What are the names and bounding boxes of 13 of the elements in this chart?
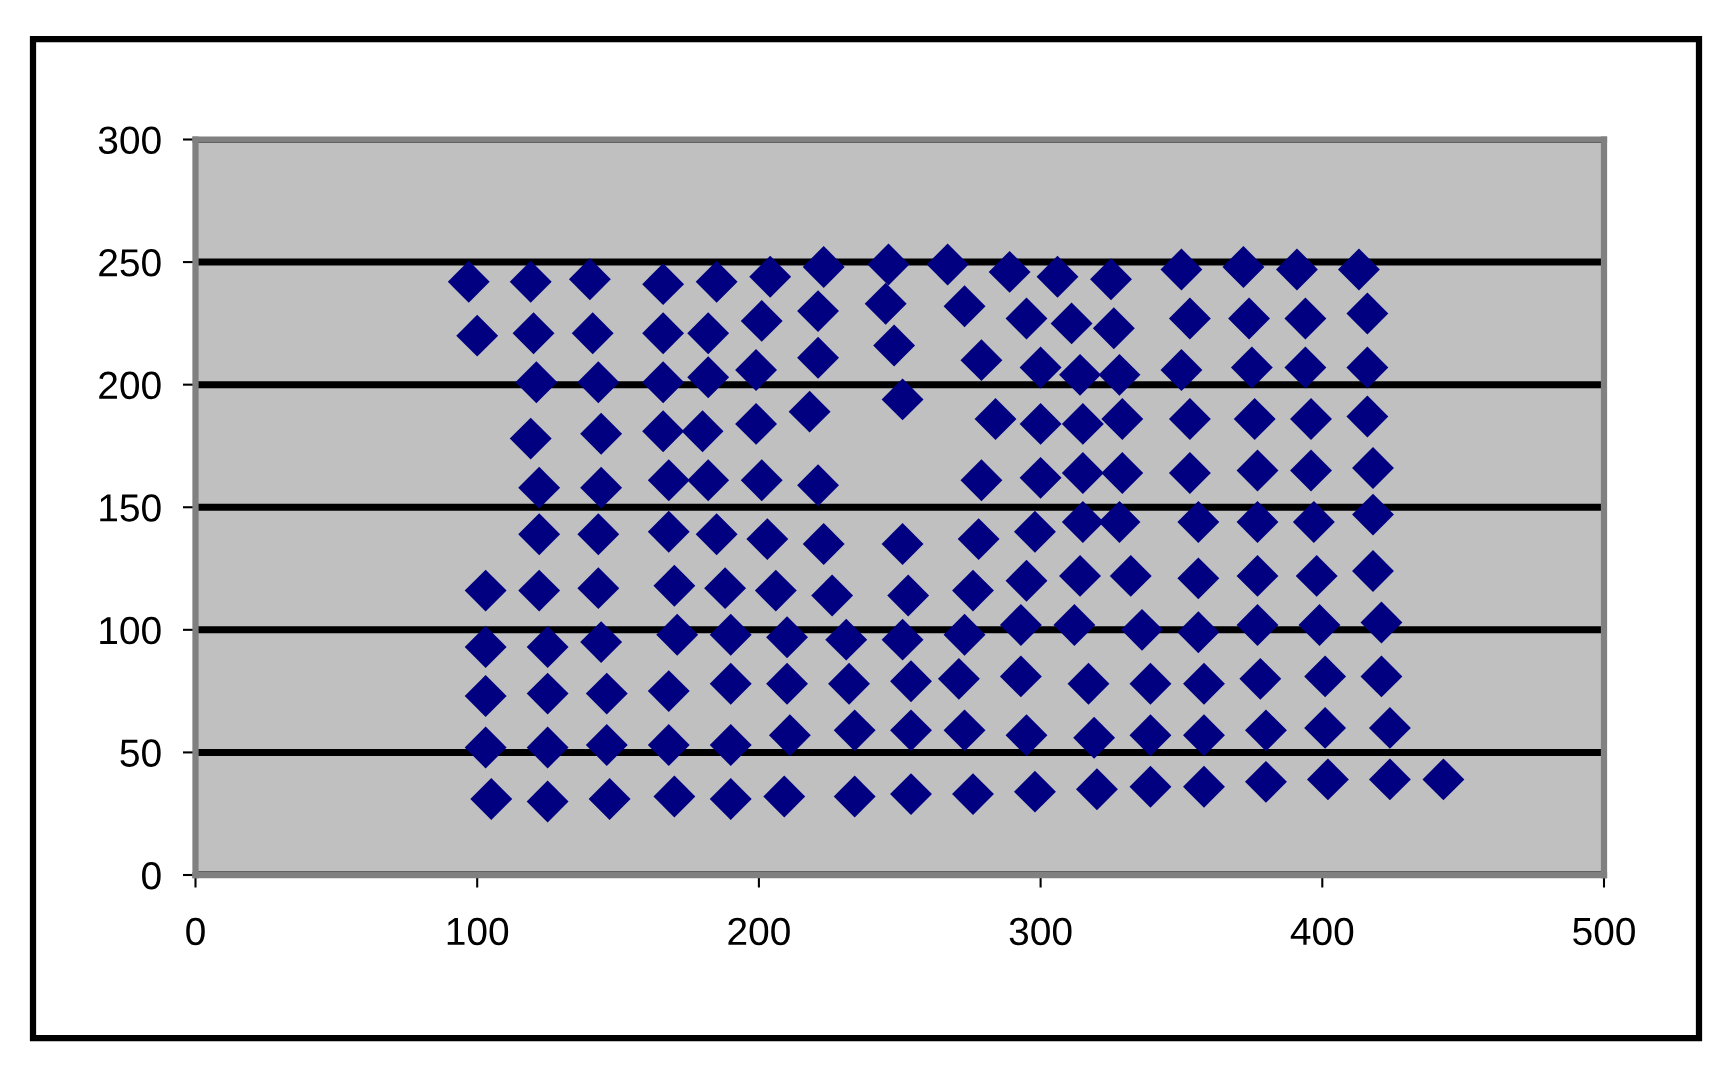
- y-tick-label: 150: [100, 494, 161, 522]
- x-tick-label: 200: [728, 917, 790, 946]
- x-tick-label: 0: [186, 917, 205, 946]
- x-tick-label: 500: [1573, 917, 1635, 946]
- y-tick-label: 100: [100, 616, 161, 645]
- x-tick-label: 100: [447, 917, 509, 946]
- y-tick-label: 50: [120, 739, 161, 767]
- y-tick-label: 0: [142, 861, 161, 890]
- y-tick-label: 200: [99, 371, 161, 400]
- x-tick-label: 400: [1290, 917, 1354, 946]
- x-tick-label: 300: [1009, 917, 1072, 946]
- y-tick-label: 250: [99, 249, 161, 277]
- y-tick-label: 300: [98, 126, 161, 154]
